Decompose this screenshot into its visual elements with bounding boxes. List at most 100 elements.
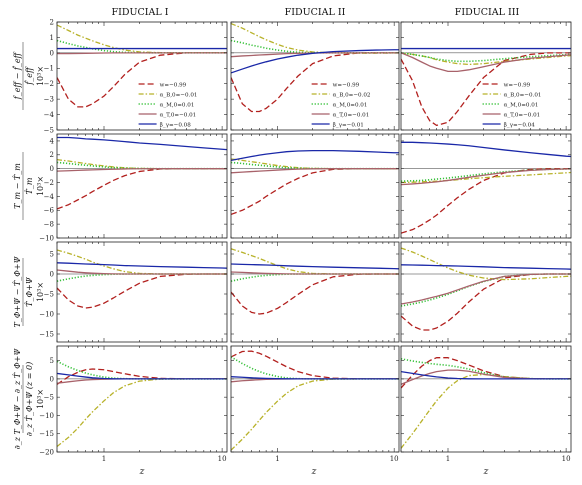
series-line-beta xyxy=(231,263,399,270)
column-titles: FIDUCIAL I FIDUCIAL II FIDUCIAL III xyxy=(112,7,520,18)
legend-entry-alphaB: α_B,0=−0.02 xyxy=(333,92,371,98)
x-axis-label-2: z xyxy=(311,467,317,477)
series-line-beta xyxy=(231,49,399,74)
legend-entry-alphaB: α_B,0=−0.01 xyxy=(160,92,198,98)
legend-entry-w: w=−0.99 xyxy=(160,82,187,88)
legend-entry-alphaM: α_M,0=0.01 xyxy=(333,102,368,108)
panel-frame xyxy=(56,133,228,239)
series-line-w xyxy=(401,357,571,389)
row-y-labels: f_eff − f̂_eff f̂_eff 10³×T_m − T̂_m T̂_m 10… xyxy=(13,42,45,449)
panel-frame xyxy=(56,345,228,453)
series-line-alphaT xyxy=(401,369,571,385)
x-tick-label: 10 xyxy=(562,455,571,463)
row-ylabel-prefix: 10³× xyxy=(36,282,45,302)
series-line-alphaM xyxy=(57,273,227,282)
series-line-alphaT xyxy=(231,271,399,275)
series-line-beta xyxy=(401,370,571,380)
legend-entry-alphaT: α_T,0=−0.01 xyxy=(504,112,541,118)
series-line-beta xyxy=(57,372,227,380)
series-line-w xyxy=(231,273,399,315)
y-tick-label: 0 xyxy=(50,49,54,57)
y-tick-label: −5 xyxy=(44,394,54,402)
series-line-w xyxy=(401,52,571,127)
legend-entry-alphaB: α_B,0=−0.01 xyxy=(504,92,542,98)
series-line-w xyxy=(57,52,227,108)
y-tick-label: −1 xyxy=(44,65,54,73)
y-tick-label: −2 xyxy=(44,80,54,88)
legend: w=−0.99 α_B,0=−0.02 α_M,0=0.01 α_T,0=−0.01 β… xyxy=(311,82,371,128)
series-line-alphaT xyxy=(231,52,399,58)
y-tick-label: −2 xyxy=(44,179,54,187)
series-line-beta xyxy=(231,376,399,380)
row-ylabel-1: f_eff − f̂_eff f̂_eff 10³× xyxy=(13,42,45,110)
y-tick-label: 5 xyxy=(50,357,54,365)
y-tick-label: −15 xyxy=(39,430,54,438)
series-line-alphaB xyxy=(231,158,399,170)
panel-r4-c3: 1 10 xyxy=(400,345,572,463)
y-tick-label: −10 xyxy=(39,234,54,242)
row-ylabel-prefix: 10³× xyxy=(36,389,45,409)
row-ylabel-numerator: ∂_z T_Φ+Ψ − ∂_z T̂_Φ+Ψ xyxy=(13,348,22,450)
panel-frame xyxy=(56,21,228,131)
series-line-w xyxy=(231,52,399,113)
series-line-w xyxy=(57,168,227,210)
row-ylabel-2: T_m − T̂_m T̂_m 10³× xyxy=(13,152,45,220)
y-tick-label: −3 xyxy=(44,96,54,104)
series-line-alphaM xyxy=(231,273,399,282)
x-axis-label-3: z xyxy=(483,467,489,477)
legend: w=−0.99 α_B,0=−0.01 α_M,0=0.01 α_T,0=−0.01 β… xyxy=(482,82,542,128)
legend-entry-beta: β_γ=−0.04 xyxy=(504,122,536,128)
series-line-beta xyxy=(401,141,571,158)
x-axis-label-1: z xyxy=(139,467,145,477)
panel-r1-c1: 2 1 0 −1 −2 −3 −4 −5 w=−0.99 α_B,0=−0.01 α_M,0=0.0… xyxy=(44,18,228,134)
y-tick-label: 0 xyxy=(50,375,54,383)
row-ylabel-numerator: f_eff − f̂_eff xyxy=(13,51,22,100)
row-ylabel-4: ∂_z T_Φ+Ψ − ∂_z T̂_Φ+Ψ ∂_z T̂_Φ+Ψ (z = 0)… xyxy=(13,348,45,450)
series-line-beta xyxy=(57,262,227,269)
row-ylabel-numerator: T_Φ+Ψ − T̂_Φ+Ψ xyxy=(13,256,22,328)
column-title-1: FIDUCIAL I xyxy=(112,7,169,18)
x-tick-label: 1 xyxy=(102,455,106,463)
y-tick-label: −10 xyxy=(39,412,54,420)
series-line-alphaM xyxy=(57,39,227,54)
panel-r3-c1: 5 0 −5 −10 −15 xyxy=(39,241,228,343)
series-line-beta xyxy=(57,136,227,151)
y-tick-label: −4 xyxy=(44,111,55,119)
row-ylabel-denominator: T̂_m xyxy=(25,177,34,194)
series-line-beta xyxy=(401,264,571,270)
series-line-alphaB xyxy=(401,52,571,66)
legend-entry-alphaT: α_T,0=−0.01 xyxy=(160,112,197,118)
y-tick-label: −20 xyxy=(39,448,54,456)
series-line-alphaM xyxy=(401,273,571,307)
series-line-alphaT xyxy=(401,52,571,73)
panel-frame xyxy=(400,133,572,239)
series-line-alphaB xyxy=(57,249,227,275)
y-tick-label: 5 xyxy=(50,250,54,258)
y-tick-label: −4 xyxy=(44,193,55,201)
y-tick-label: 4 xyxy=(50,137,55,145)
series-line-alphaT xyxy=(57,52,227,55)
series-line-alphaM xyxy=(231,356,399,380)
legend: w=−0.99 α_B,0=−0.01 α_M,0=0.01 α_T,0=−0.01 β… xyxy=(138,82,198,128)
series-line-alphaM xyxy=(231,39,399,54)
panel-r3-c2 xyxy=(230,241,400,343)
legend-entry-beta: β_γ=−0.08 xyxy=(160,122,192,128)
y-tick-label: −10 xyxy=(39,310,54,318)
row-ylabel-denominator: T̂_Φ+Ψ xyxy=(25,276,34,307)
row-ylabel-denominator: f̂_eff xyxy=(25,66,34,86)
panel-r4-c2: 1 10 xyxy=(230,345,400,463)
legend-entry-w: w=−0.99 xyxy=(333,82,360,88)
y-tick-label: −5 xyxy=(44,290,54,298)
row-ylabel-denominator: ∂_z T̂_Φ+Ψ (z = 0) xyxy=(25,362,34,436)
column-title-2: FIDUCIAL II xyxy=(285,7,346,18)
panel-frame xyxy=(230,133,400,239)
series-line-alphaT xyxy=(231,168,399,174)
y-tick-label: −8 xyxy=(44,221,54,229)
panel-frame xyxy=(230,21,400,131)
series-line-alphaT xyxy=(57,269,227,275)
series-line-alphaB xyxy=(57,378,227,448)
panel-frame xyxy=(230,241,400,343)
column-title-3: FIDUCIAL III xyxy=(455,7,520,18)
legend-entry-alphaM: α_M,0=0.01 xyxy=(504,102,539,108)
